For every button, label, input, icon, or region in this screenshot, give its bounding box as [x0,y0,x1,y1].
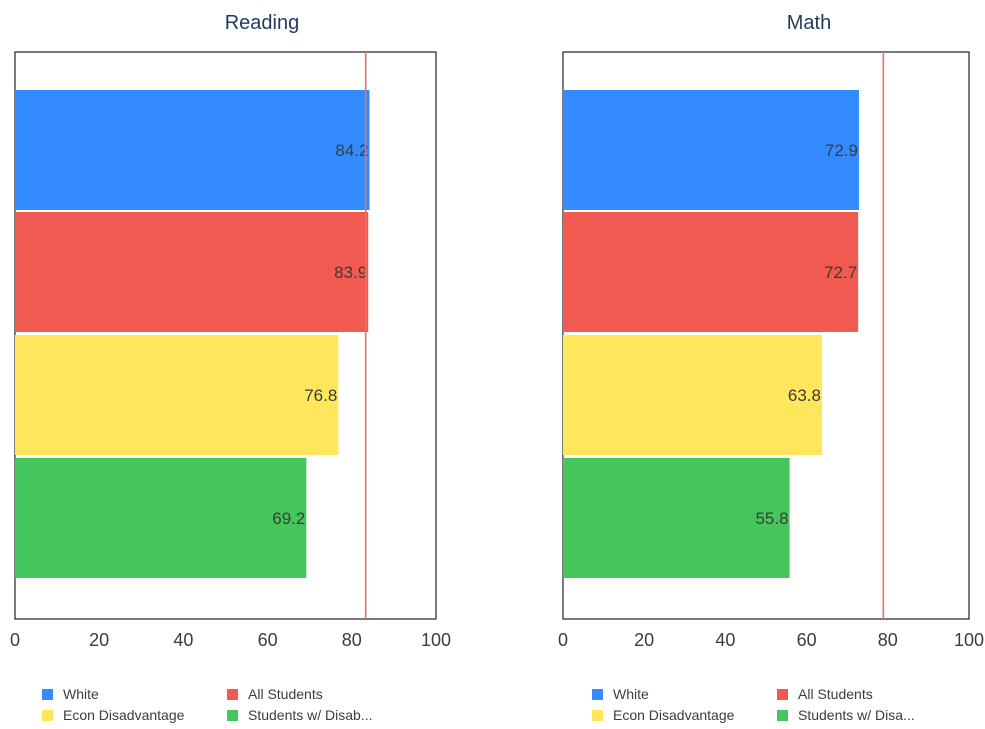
x-tick-label: 80 [878,630,898,650]
bar-all-students [563,212,859,332]
x-tick-label: 20 [89,630,109,650]
chart-title: Reading [225,12,300,34]
bar-white [563,90,859,210]
x-tick-label: 100 [954,630,984,650]
legend-label: White [63,686,99,702]
bar-value-label: 84.2 [335,141,368,160]
x-tick-label: 20 [634,630,654,650]
chart-panel-math: Math 72.9 72.7 63.8 55.8 0 20 40 60 80 100 White All… [558,12,984,723]
bar-students-w-disabilities [15,458,307,578]
x-tick-label: 40 [173,630,193,650]
legend-swatch [227,689,238,700]
legend-swatch [777,710,788,721]
x-tick-label: 40 [715,630,735,650]
x-tick-label: 0 [558,630,568,650]
bar-value-label: 69.2 [272,509,305,528]
x-tick-label: 60 [797,630,817,650]
legend-swatch [42,710,53,721]
x-tick-label: 100 [421,630,451,650]
x-tick-label: 80 [342,630,362,650]
legend-swatch [592,689,603,700]
bar-white [15,90,370,210]
legend-swatch [227,710,238,721]
bar-value-label: 72.9 [825,141,858,160]
legend-label: White [613,686,649,702]
bar-value-label: 83.9 [334,263,367,282]
legend-label: Students w/ Disa... [798,707,915,723]
legend-label: All Students [248,686,323,702]
x-tick-label: 60 [258,630,278,650]
legend-label: Econ Disadvantage [613,707,735,723]
bar-value-label: 72.7 [824,263,857,282]
legend-swatch [42,689,53,700]
legend-label: Econ Disadvantage [63,707,185,723]
bar-all-students [15,212,369,332]
legend-label: All Students [798,686,873,702]
legend-label: Students w/ Disab... [248,707,373,723]
bar-value-label: 55.8 [755,509,788,528]
chart-title: Math [787,12,831,34]
legend-swatch [777,689,788,700]
bar-students-w-disabilities [563,458,790,578]
bar-value-label: 63.8 [788,386,821,405]
bar-econ-disadvantage [563,335,823,455]
bar-econ-disadvantage [15,335,339,455]
bar-value-label: 76.8 [304,386,337,405]
chart-panel-reading: Reading 84.2 83.9 76.8 69.2 0 20 40 60 80 100 White… [10,12,451,723]
x-tick-label: 0 [10,630,20,650]
legend-swatch [592,710,603,721]
